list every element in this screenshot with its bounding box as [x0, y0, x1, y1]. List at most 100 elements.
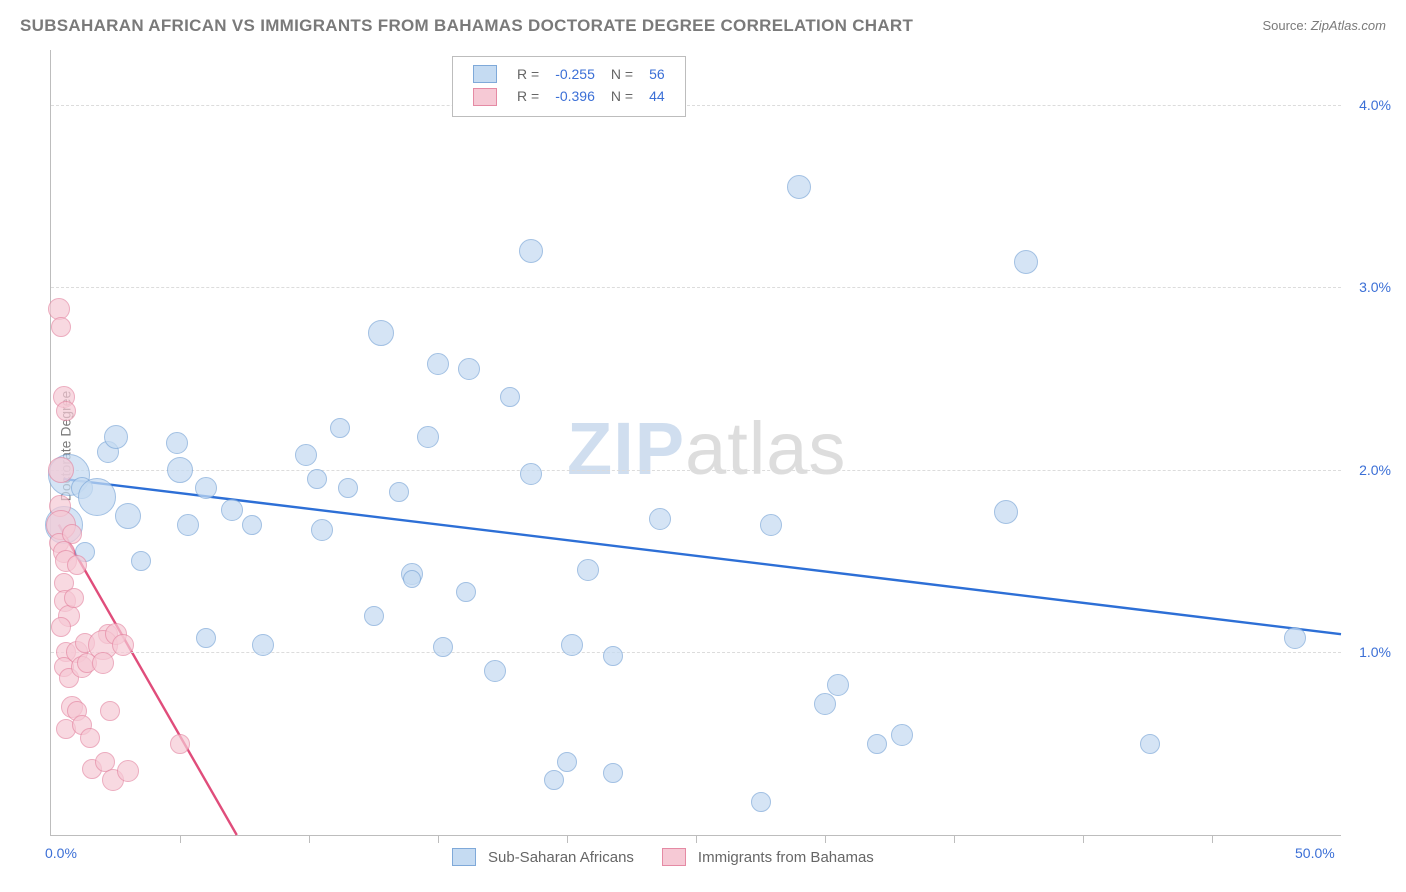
data-point-ssa: [78, 478, 116, 516]
data-point-ssa: [994, 500, 1018, 524]
data-point-ssa: [166, 432, 188, 454]
data-point-bahamas: [67, 555, 87, 575]
y-tick-label: 1.0%: [1359, 644, 1391, 660]
data-point-ssa: [760, 514, 782, 536]
data-point-ssa: [519, 239, 543, 263]
data-point-bahamas: [51, 617, 71, 637]
swatch-bahamas: [662, 848, 686, 866]
data-point-ssa: [242, 515, 262, 535]
trend-line-bahamas: [59, 525, 237, 835]
x-tick: [180, 835, 181, 843]
data-point-ssa: [368, 320, 394, 346]
y-tick-label: 2.0%: [1359, 462, 1391, 478]
chart-title: SUBSAHARAN AFRICAN VS IMMIGRANTS FROM BA…: [20, 16, 913, 36]
source-url: ZipAtlas.com: [1311, 18, 1386, 33]
data-point-ssa: [177, 514, 199, 536]
n-label: N =: [603, 63, 641, 85]
data-point-ssa: [891, 724, 913, 746]
data-point-ssa: [867, 734, 887, 754]
data-point-ssa: [433, 637, 453, 657]
data-point-ssa: [364, 606, 384, 626]
data-point-bahamas: [117, 760, 139, 782]
swatch-ssa: [473, 65, 497, 83]
x-tick: [696, 835, 697, 843]
x-tick: [309, 835, 310, 843]
data-point-ssa: [252, 634, 274, 656]
data-point-ssa: [561, 634, 583, 656]
x-axis-origin-label: 0.0%: [45, 845, 77, 861]
data-point-ssa: [603, 763, 623, 783]
swatch-bahamas: [473, 88, 497, 106]
gridline-h: [51, 470, 1341, 471]
n-value-ssa: 56: [641, 63, 673, 85]
r-value-ssa: -0.255: [547, 63, 603, 85]
n-label: N =: [603, 85, 641, 107]
legend-item-bahamas: Immigrants from Bahamas: [662, 848, 874, 866]
data-point-ssa: [520, 463, 542, 485]
watermark-atlas: atlas: [685, 407, 846, 490]
data-point-bahamas: [48, 457, 74, 483]
x-tick: [954, 835, 955, 843]
watermark: ZIPatlas: [567, 406, 846, 491]
legend-item-ssa: Sub-Saharan Africans: [452, 848, 634, 866]
data-point-ssa: [1284, 627, 1306, 649]
data-point-bahamas: [56, 401, 76, 421]
data-point-ssa: [500, 387, 520, 407]
data-point-ssa: [649, 508, 671, 530]
y-tick-label: 4.0%: [1359, 97, 1391, 113]
data-point-ssa: [104, 425, 128, 449]
data-point-ssa: [603, 646, 623, 666]
scatter-plot: ZIPatlas 1.0%2.0%3.0%4.0%: [50, 50, 1341, 836]
data-point-ssa: [196, 628, 216, 648]
data-point-ssa: [338, 478, 358, 498]
gridline-h: [51, 105, 1341, 106]
data-point-bahamas: [92, 652, 114, 674]
source-label: Source:: [1262, 18, 1310, 33]
data-point-ssa: [131, 551, 151, 571]
data-point-ssa: [417, 426, 439, 448]
data-point-ssa: [827, 674, 849, 696]
data-point-ssa: [484, 660, 506, 682]
x-tick: [438, 835, 439, 843]
data-point-bahamas: [64, 588, 84, 608]
legend-label-ssa: Sub-Saharan Africans: [488, 849, 634, 866]
stats-row-bahamas: R =-0.396N =44: [465, 85, 673, 107]
data-point-ssa: [221, 499, 243, 521]
data-point-ssa: [307, 469, 327, 489]
trend-lines: [51, 50, 1341, 835]
x-tick: [1083, 835, 1084, 843]
data-point-ssa: [544, 770, 564, 790]
n-value-bahamas: 44: [641, 85, 673, 107]
data-point-ssa: [295, 444, 317, 466]
trend-line-ssa: [64, 479, 1341, 634]
watermark-zip: ZIP: [567, 407, 685, 490]
data-point-ssa: [787, 175, 811, 199]
data-point-ssa: [814, 693, 836, 715]
data-point-ssa: [389, 482, 409, 502]
swatch-ssa: [452, 848, 476, 866]
data-point-ssa: [167, 457, 193, 483]
r-label: R =: [509, 85, 547, 107]
data-point-ssa: [311, 519, 333, 541]
data-point-bahamas: [170, 734, 190, 754]
r-value-bahamas: -0.396: [547, 85, 603, 107]
data-point-ssa: [751, 792, 771, 812]
data-point-ssa: [1140, 734, 1160, 754]
series-legend: Sub-Saharan Africans Immigrants from Baha…: [452, 848, 874, 866]
data-point-ssa: [458, 358, 480, 380]
stats-row-ssa: R =-0.255N =56: [465, 63, 673, 85]
data-point-ssa: [330, 418, 350, 438]
x-tick: [1212, 835, 1213, 843]
legend-label-bahamas: Immigrants from Bahamas: [698, 849, 874, 866]
stats-legend: R =-0.255N =56R =-0.396N =44: [452, 56, 686, 117]
data-point-ssa: [577, 559, 599, 581]
data-point-bahamas: [112, 634, 134, 656]
data-point-ssa: [557, 752, 577, 772]
data-point-ssa: [403, 570, 421, 588]
x-axis-max-label: 50.0%: [1295, 845, 1335, 861]
data-point-ssa: [115, 503, 141, 529]
r-label: R =: [509, 63, 547, 85]
x-tick: [825, 835, 826, 843]
x-tick: [567, 835, 568, 843]
data-point-bahamas: [80, 728, 100, 748]
